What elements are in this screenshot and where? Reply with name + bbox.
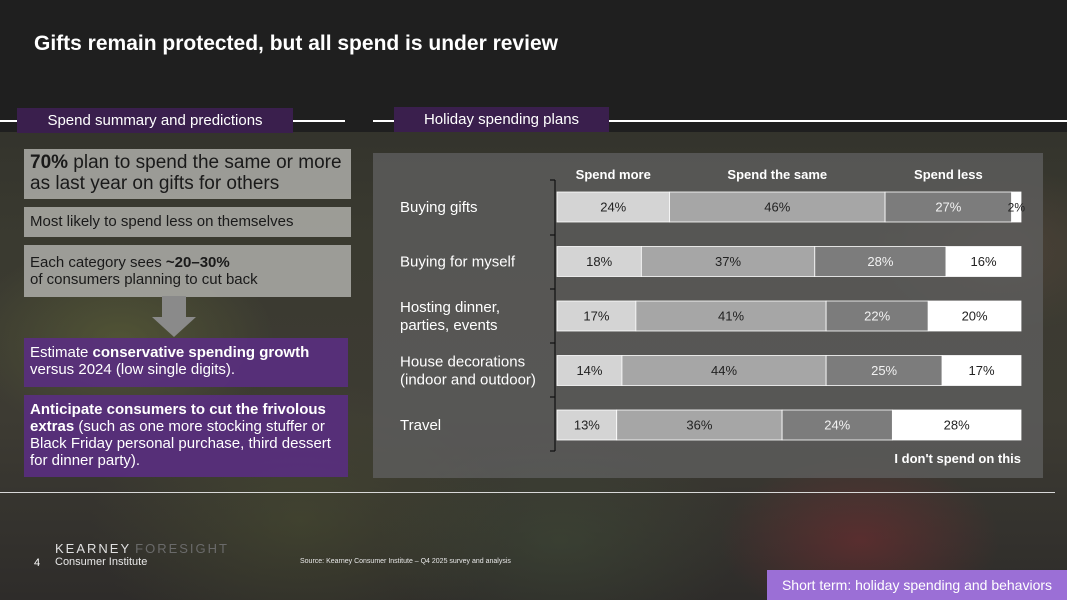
summary-card-gifts: 70% plan to spend the same or more as la…: [24, 149, 351, 199]
summary-category-percent: ~20–30%: [165, 254, 230, 271]
down-arrow-head-icon: [152, 317, 196, 337]
category-label-1-0: Buying for myself: [400, 254, 516, 271]
bar-segment-4-2: [781, 409, 893, 441]
category-label-4-0: Travel: [400, 417, 441, 434]
bar-segment-0-3: [1011, 191, 1022, 223]
holiday-spending-chart-panel: Spend more Spend the same Spend less I don'…: [373, 153, 1043, 478]
bar-segment-1-0: [556, 246, 642, 277]
data-label-4-3: 28%: [944, 418, 970, 433]
prediction-card-extras: Anticipate consumers to cut the frivolou…: [24, 395, 348, 477]
data-label-1-2: 28%: [867, 254, 893, 269]
data-label-0-2: 27%: [935, 200, 961, 215]
legend-label-2: Spend less: [914, 167, 983, 182]
bar-segment-2-0: [556, 300, 637, 332]
down-arrow-icon: [162, 296, 186, 318]
footer-divider: [0, 492, 1055, 493]
summary-card-category: Each category sees ~20–30% of consumers …: [24, 245, 351, 297]
data-label-4-0: 13%: [574, 418, 600, 433]
logo-subtitle: Consumer Institute: [55, 556, 148, 568]
data-label-0-1: 46%: [764, 200, 790, 215]
bar-segment-4-0: [556, 409, 618, 441]
bar-segment-1-2: [814, 246, 947, 277]
bar-segment-0-1: [669, 191, 886, 223]
summary-themselves-text: Most likely to spend less on themselves: [30, 213, 294, 230]
prediction-card-growth: Estimate conservative spending growth ve…: [24, 338, 348, 387]
category-label-3-0: House decorations: [400, 354, 525, 371]
section-footer-tag: Short term: holiday spending and behavio…: [767, 570, 1067, 600]
data-label-1-1: 37%: [715, 254, 741, 269]
left-section-heading: Spend summary and predictions: [17, 108, 293, 133]
category-label-0-0: Buying gifts: [400, 199, 478, 216]
source-note: Source: Kearney Consumer Institute – Q4 …: [300, 558, 511, 565]
bar-segment-4-3: [891, 409, 1022, 441]
prediction-growth-text-a: Estimate: [30, 344, 93, 361]
data-label-0-0: 24%: [600, 200, 626, 215]
slide-title: Gifts remain protected, but all spend is…: [34, 32, 558, 55]
summary-gifts-percent: 70%: [30, 152, 69, 173]
category-label-2-1: parties, events: [400, 317, 498, 334]
legend-label-1: Spend the same: [727, 167, 827, 182]
holiday-spending-chart: Spend more Spend the same Spend less I don'…: [400, 167, 1026, 466]
data-label-0-3: 2%: [1008, 201, 1026, 215]
data-label-2-3: 20%: [962, 309, 988, 324]
legend-label-0: Spend more: [576, 167, 651, 182]
page-number: 4: [34, 557, 41, 569]
bar-segment-0-2: [884, 191, 1013, 223]
data-label-2-1: 41%: [718, 309, 744, 324]
bar-segment-2-2: [825, 300, 929, 332]
bar-segment-4-1: [616, 409, 783, 441]
data-label-2-0: 17%: [583, 309, 609, 324]
data-label-3-1: 44%: [711, 363, 737, 378]
kearney-logo: KEARNEY FORESIGHT: [55, 541, 229, 556]
data-label-3-3: 17%: [969, 363, 995, 378]
bar-segment-3-0: [556, 355, 623, 386]
prediction-extras-text: (such as one more stocking stuffer or Bl…: [30, 418, 331, 469]
category-label-2-0: Hosting dinner,: [400, 299, 500, 316]
bar-segment-1-3: [945, 246, 1022, 277]
legend-label-3: I don't spend on this: [894, 451, 1021, 466]
logo-secondary: FORESIGHT: [135, 541, 229, 556]
data-label-1-0: 18%: [586, 254, 612, 269]
bar-segment-3-1: [621, 355, 827, 386]
category-label-3-1: (indoor and outdoor): [400, 372, 536, 389]
data-label-4-1: 36%: [686, 418, 712, 433]
summary-category-text-b: of consumers planning to cut back: [30, 271, 258, 288]
prediction-growth-text-b: versus 2024 (low single digits).: [30, 361, 236, 378]
right-section-line: [373, 120, 1067, 122]
bar-segment-3-3: [941, 355, 1022, 386]
data-label-1-3: 16%: [970, 254, 996, 269]
data-label-4-2: 24%: [824, 418, 850, 433]
summary-category-text-a: Each category sees: [30, 254, 166, 271]
data-label-3-2: 25%: [871, 363, 897, 378]
prediction-growth-bold: conservative spending growth: [92, 344, 310, 361]
bar-segment-2-1: [635, 300, 827, 332]
summary-gifts-text: plan to spend the same or more as last y…: [30, 152, 342, 194]
data-label-3-0: 14%: [576, 363, 602, 378]
right-section-heading: Holiday spending plans: [394, 107, 609, 132]
logo-primary: KEARNEY: [55, 541, 132, 556]
bar-segment-1-1: [640, 246, 816, 277]
summary-card-themselves: Most likely to spend less on themselves: [24, 207, 351, 237]
prediction-extras-bold: Anticipate consumers to cut the frivolou…: [30, 401, 326, 435]
bar-segment-3-2: [825, 355, 943, 386]
bar-segment-0-0: [556, 191, 670, 223]
data-label-2-2: 22%: [864, 309, 890, 324]
bar-segment-2-3: [927, 300, 1022, 332]
